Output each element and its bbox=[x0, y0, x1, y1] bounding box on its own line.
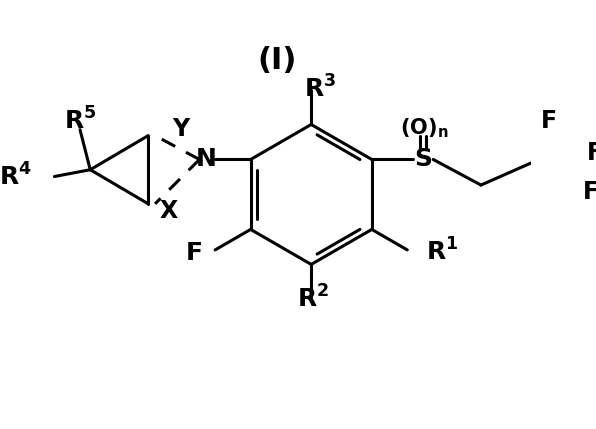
Text: F: F bbox=[541, 109, 557, 133]
Text: N: N bbox=[196, 148, 217, 172]
Text: $\mathbf{R^3}$: $\mathbf{R^3}$ bbox=[303, 75, 336, 102]
Text: (I): (I) bbox=[257, 46, 297, 75]
Text: $\mathbf{R^4}$: $\mathbf{R^4}$ bbox=[0, 163, 32, 190]
Text: Y: Y bbox=[172, 117, 190, 141]
Text: $\mathbf{(O)_n}$: $\mathbf{(O)_n}$ bbox=[401, 117, 449, 140]
Text: F: F bbox=[587, 141, 596, 165]
Text: F: F bbox=[583, 180, 596, 204]
Text: S: S bbox=[414, 148, 432, 172]
Text: F: F bbox=[186, 242, 203, 265]
Text: X: X bbox=[160, 199, 178, 223]
Text: $\mathbf{R^2}$: $\mathbf{R^2}$ bbox=[297, 285, 329, 312]
Text: $\mathbf{R^5}$: $\mathbf{R^5}$ bbox=[64, 107, 96, 135]
Text: $\mathbf{R^1}$: $\mathbf{R^1}$ bbox=[426, 238, 458, 265]
